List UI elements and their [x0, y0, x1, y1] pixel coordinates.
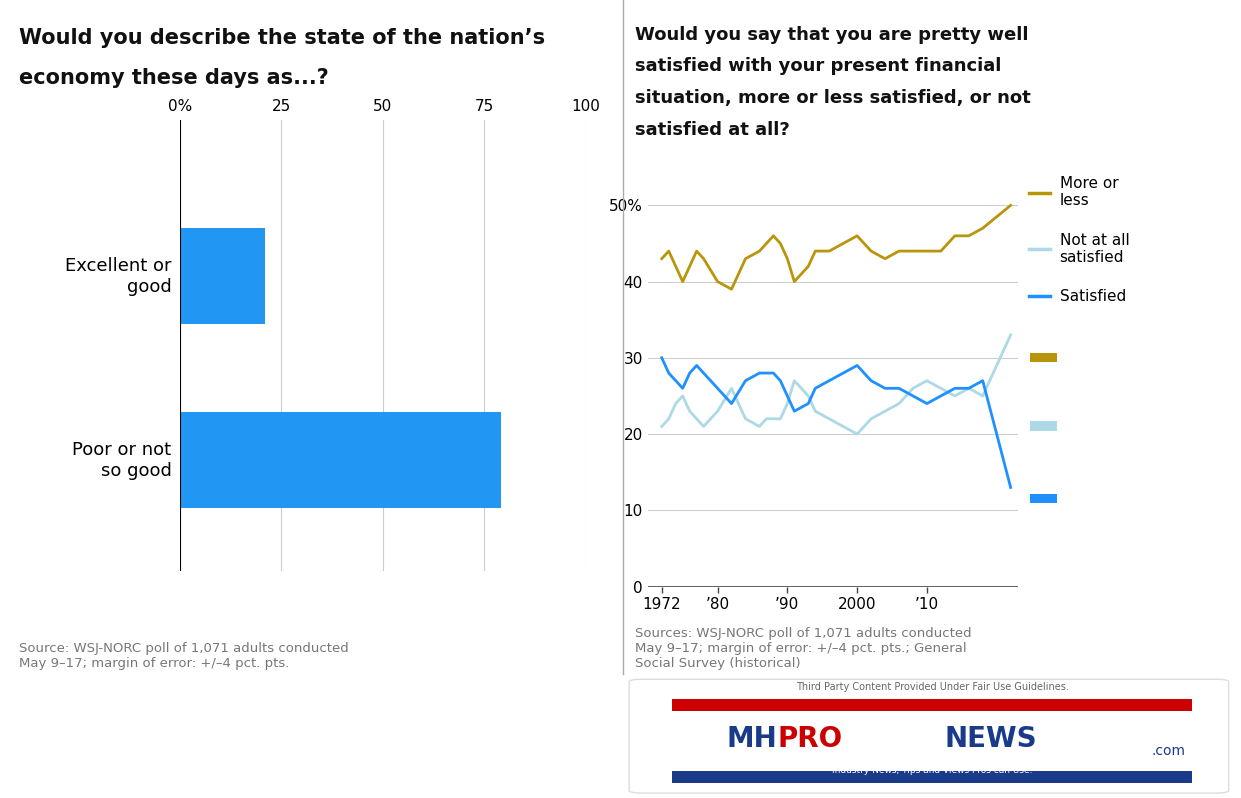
- Text: satisfied at all?: satisfied at all?: [635, 121, 791, 140]
- Bar: [180, 228, 266, 324]
- Text: NEWS: NEWS: [944, 725, 1037, 753]
- Bar: [673, 771, 1191, 783]
- Text: economy these days as...?: economy these days as...?: [19, 68, 329, 88]
- Text: satisfied with your present financial: satisfied with your present financial: [635, 57, 1001, 76]
- Text: Would you describe the state of the nation’s: Would you describe the state of the nati…: [19, 28, 545, 48]
- Text: Sources: WSJ-NORC poll of 1,071 adults conducted
May 9–17; margin of error: +/–4: Sources: WSJ-NORC poll of 1,071 adults c…: [635, 627, 972, 670]
- Text: Americans ‘Deeply Pessimistic’ About US Economy, Inflation | ZeroHedge: Americans ‘Deeply Pessimistic’ About US …: [29, 750, 890, 772]
- Bar: [673, 699, 1191, 712]
- Text: Source: WSJ-NORC poll of 1,071 adults conducted
May 9–17; margin of error: +/–4 : Source: WSJ-NORC poll of 1,071 adults co…: [19, 642, 349, 670]
- Legend: More or
less, Not at all
satisfied, Satisfied: More or less, Not at all satisfied, Sati…: [1029, 176, 1129, 305]
- Text: MH: MH: [727, 725, 777, 753]
- Text: .com: .com: [1152, 744, 1185, 758]
- Text: situation, more or less satisfied, or not: situation, more or less satisfied, or no…: [635, 89, 1031, 108]
- Text: PRO: PRO: [777, 725, 843, 753]
- Text: Zerohedge: Zerohedge: [66, 695, 149, 710]
- Bar: [180, 413, 500, 508]
- FancyBboxPatch shape: [629, 679, 1229, 793]
- Text: Industry News, Tips and Views Pros can Use.: Industry News, Tips and Views Pros can U…: [831, 766, 1033, 776]
- Text: Would you say that you are pretty well: Would you say that you are pretty well: [635, 26, 1029, 44]
- Text: Third Party Content Provided Under Fair Use Guidelines.: Third Party Content Provided Under Fair …: [795, 681, 1069, 692]
